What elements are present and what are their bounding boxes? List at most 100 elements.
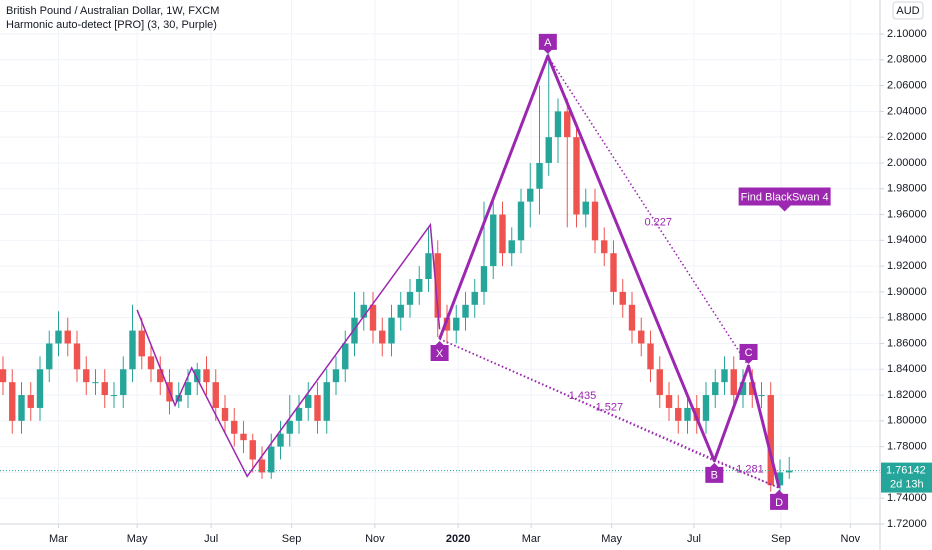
candle-body [628,304,636,331]
candle-body [702,395,710,421]
pattern-point-label: B [711,470,718,482]
candle-body [712,382,719,396]
candle-body [739,382,747,396]
pattern-point-marker [538,33,557,54]
pattern-ratio-line [547,55,750,367]
pattern-point-marker [705,462,724,483]
y-tick-label: 1.88000 [887,312,927,324]
candle-body [554,111,562,138]
y-tick-label: 1.78000 [887,441,927,453]
candle-body [647,343,654,370]
axes: 1.720001.740001.760001.780001.800001.820… [49,28,932,545]
y-tick-label: 2.00000 [887,157,927,169]
pattern-point-label: X [436,348,444,360]
candle-body [758,395,765,397]
candle-body [240,433,247,441]
chart-title: British Pound / Australian Dollar, 1W, F… [6,5,219,17]
pattern-point-marker [430,340,449,361]
y-tick-label: 2.04000 [887,105,927,117]
x-tick-label: Jul [204,533,218,545]
y-tick-label: 1.80000 [887,415,927,427]
candle-body [212,382,219,408]
candle-body [619,291,626,305]
candle-body [64,330,71,344]
last-price-box [881,462,932,493]
currency-box[interactable] [892,1,924,20]
y-tick-label: 1.72000 [887,518,927,530]
candle-body [416,279,423,292]
y-tick-label: 1.86000 [887,337,927,349]
candle-body [564,111,571,138]
signal-box [738,187,831,212]
candle-body [27,395,34,408]
y-tick-label: 2.06000 [887,79,927,91]
candle-body [582,201,589,215]
last-price-label: 1.76142 [886,464,926,476]
candle-body [573,137,580,215]
candle-body [203,369,210,383]
y-tick-label: 2.02000 [887,131,927,143]
pattern-point-label: C [745,347,753,359]
candle-body [0,369,7,383]
y-tick-label: 2.10000 [887,28,927,40]
candle-body [545,137,552,163]
candle-body [610,253,617,292]
candle-body [665,395,673,408]
y-tick-label: 1.74000 [887,492,927,504]
x-tick-label: Jul [687,533,701,545]
candle-body [675,407,682,421]
x-tick-label: Sep [771,533,791,545]
y-tick-label: 2.08000 [887,54,927,66]
candle-body [92,382,99,384]
pattern-point-label: D [775,497,783,509]
candle-body [360,304,367,318]
y-tick-label: 1.82000 [887,389,927,401]
candle-body [305,395,312,408]
zigzag-line [136,222,441,478]
candle-body [508,240,515,254]
candle-body [591,201,599,241]
signal-label: Find BlackSwan 4 [741,191,829,203]
candle-body [656,369,663,396]
currency[interactable]: AUD [896,5,919,17]
candle-body [277,433,284,447]
countdown: 2d 13h [890,478,924,490]
x-tick-label: May [127,533,148,545]
candle-body [434,253,441,318]
candle-body [776,472,784,486]
pattern-point-marker [770,489,789,510]
candle-body [332,369,340,383]
candle-body [536,162,543,189]
x-tick-label: Nov [841,533,861,545]
pattern-ratio-line [439,338,780,489]
candle-body [18,395,25,421]
candle-body [517,201,525,241]
grid [0,0,880,525]
candle-body [258,459,266,473]
candle-body [295,407,303,421]
y-tick-label: 1.92000 [887,260,927,272]
candle-body [351,317,358,344]
candle-body [499,214,506,254]
y-tick-label: 1.96000 [887,208,927,220]
candle-body [767,395,774,486]
ratio-label: 1.527 [596,401,624,413]
y-tick-label: 1.84000 [887,363,927,375]
candle-body [55,330,62,344]
candle-body [638,330,645,344]
ratio-label: 1.435 [569,390,597,402]
candle-body [138,330,145,357]
candle-body [425,253,432,279]
indicator-title: Harmonic auto-detect [PRO] (3, 30, Purpl… [6,19,217,31]
x-tick-label: Mar [49,533,68,545]
candle-body [194,369,201,383]
x-tick-label: 2020 [446,533,470,545]
y-tick-label: 1.94000 [887,234,927,246]
candle-body [721,369,728,383]
candle-body [83,369,90,383]
candle-body [129,330,136,370]
candle-body [453,317,460,331]
candle-body [36,369,44,408]
candle-body [462,304,469,318]
